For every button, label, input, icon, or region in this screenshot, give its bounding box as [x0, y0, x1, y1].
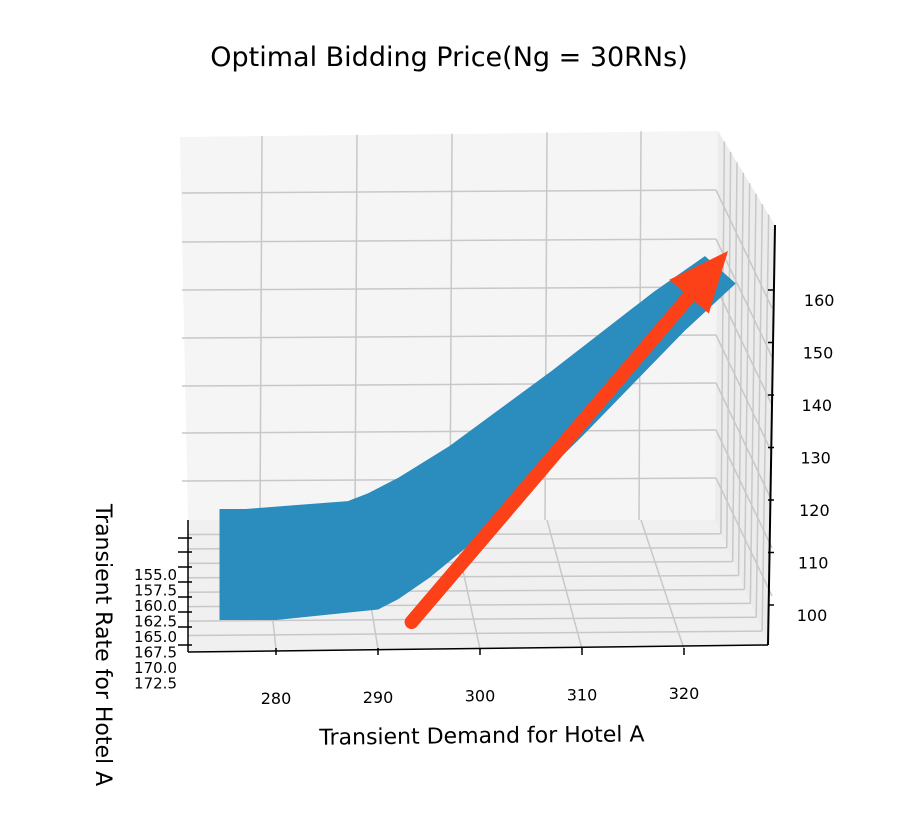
grid-line — [187, 616, 757, 622]
z-axis-line — [767, 224, 776, 646]
grid-line — [715, 334, 773, 454]
grid-line — [181, 429, 717, 434]
z-tick-label: 160 — [804, 291, 835, 310]
y-tick-label: 167.5 — [134, 644, 177, 662]
y-tick-label: 172.5 — [134, 675, 177, 693]
grid-line — [731, 162, 738, 562]
grid-line — [749, 193, 757, 604]
grid-line — [181, 189, 717, 194]
surface — [219, 256, 736, 620]
x-tick-label: 280 — [261, 689, 292, 708]
grid-line — [743, 183, 751, 590]
arrow-head — [669, 251, 728, 314]
chart-title: Optimal Bidding Price(Ng = 30RNs) — [210, 42, 687, 73]
grid-line — [761, 214, 770, 632]
y-tick-label: 155.0 — [134, 566, 177, 584]
z-tick-label: 150 — [803, 344, 834, 363]
y-tick-label: 170.0 — [134, 659, 177, 677]
grid-line — [715, 429, 773, 549]
z-tick-label: 100 — [797, 606, 828, 625]
grid-line — [354, 134, 358, 521]
x-axis-line — [187, 644, 769, 653]
z-tick-label: 140 — [802, 396, 833, 415]
grid-line — [187, 630, 763, 637]
x-tick-label: 300 — [465, 687, 496, 706]
grid-line — [715, 189, 773, 309]
grid-line — [755, 204, 764, 618]
grid-line — [181, 286, 717, 291]
x-tick-label: 320 — [669, 684, 700, 703]
z-tick-label: 130 — [800, 449, 831, 468]
grid-line — [720, 141, 726, 534]
grid-line — [546, 519, 583, 650]
grid-line — [715, 382, 773, 502]
y-tick-label: 165.0 — [134, 628, 177, 646]
y-tick-label: 162.5 — [134, 613, 177, 631]
grid-line — [737, 172, 745, 576]
z-tick-label: 110 — [798, 554, 829, 573]
y-tick-label: 157.5 — [134, 582, 177, 600]
x-axis-label: Transient Demand for Hotel A — [318, 722, 644, 750]
y-axis-label: Transient Rate for Hotel A — [90, 503, 115, 786]
x-tick-label: 310 — [567, 685, 598, 704]
grid-line — [726, 151, 732, 548]
y-tick-label: 160.0 — [134, 597, 177, 615]
grid-line — [259, 135, 263, 521]
arrow-shaft — [404, 289, 697, 629]
grid-line — [640, 519, 685, 650]
x-tick-label: 290 — [363, 688, 394, 707]
grid-line — [715, 286, 773, 406]
grid-line — [181, 238, 717, 243]
z-tick-label: 120 — [799, 501, 830, 520]
